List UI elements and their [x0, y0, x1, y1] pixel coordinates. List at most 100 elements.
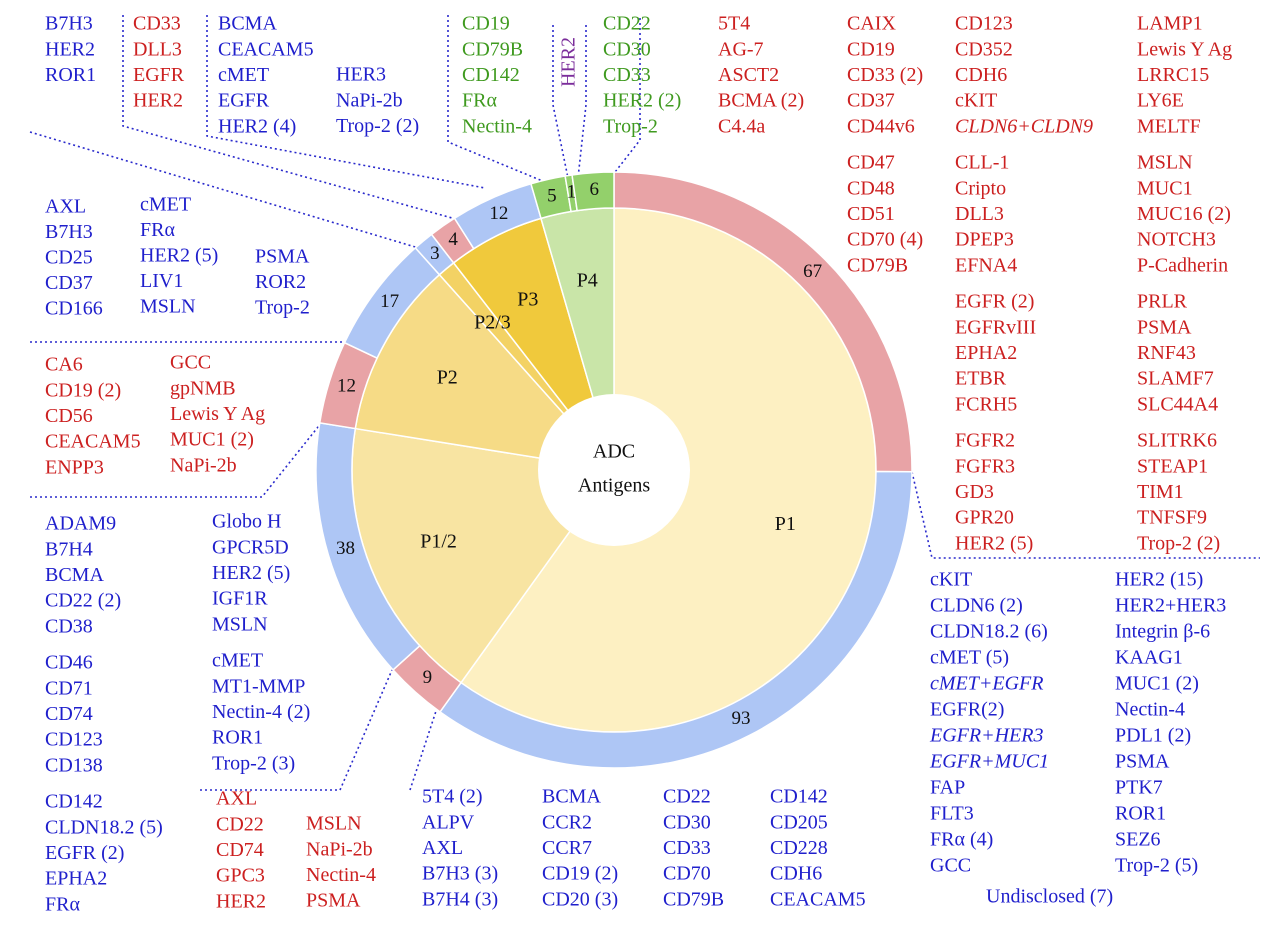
antigen-label: AXL — [216, 788, 257, 810]
group-label: P3 — [517, 288, 538, 310]
antigen-label: CLDN6+CLDN9 — [955, 115, 1093, 137]
segment-value: 12 — [337, 376, 356, 397]
antigen-label: CD19 (2) — [542, 863, 618, 885]
antigen-label: SLC44A4 — [1137, 393, 1218, 415]
antigen-label: CD74 — [45, 703, 93, 725]
antigen-label: CD79B — [663, 888, 724, 910]
antigen-label: cMET (5) — [930, 647, 1009, 669]
antigen-label: EGFRvIII — [955, 316, 1036, 338]
leader-line — [611, 18, 641, 177]
antigen-label: ETBR — [955, 368, 1007, 390]
antigen-label: PSMA — [255, 246, 310, 268]
antigen-label: EGFR(2) — [930, 699, 1004, 721]
antigen-label: ENPP3 — [45, 456, 104, 478]
antigen-label: CD20 (3) — [542, 888, 618, 910]
labels: 67 93 P1 9 38 P1/2 12 17 P2 3 P2/3 4 12 P3 5 1 6 P4 ADC Ant… — [336, 179, 822, 729]
antigen-label: cKIT — [955, 90, 997, 112]
outer-segment — [571, 171, 615, 212]
antigen-label: MELTF — [1137, 115, 1201, 137]
antigen-label: CCR2 — [542, 811, 592, 833]
antigen-label: BCMA — [45, 564, 104, 586]
outer-ring — [315, 171, 913, 769]
antigen-label: CD70 — [663, 863, 711, 885]
antigen-label: Nectin-4 — [1115, 699, 1185, 721]
antigen-label: CD33 — [603, 64, 651, 86]
antigen-label: CD51 — [847, 203, 895, 225]
antigen-label: CD56 — [45, 405, 93, 427]
antigen-label: PSMA — [306, 890, 361, 912]
antigen-lists: 5T4 AG-7 ASCT2 BCMA (2) C4.4a CAIX CD19 CD33 (2… — [45, 13, 1232, 916]
antigen-label: CD205 — [770, 811, 828, 833]
antigen-label: B7H4 — [45, 538, 93, 560]
antigen-label: CD228 — [770, 837, 828, 859]
antigen-label: ROR1 — [1115, 803, 1166, 825]
antigen-label: 5T4 (2) — [422, 786, 483, 808]
group-label: P1 — [775, 513, 796, 535]
antigen-label: CD48 — [847, 177, 895, 199]
antigen-label: CD33 (2) — [847, 64, 923, 86]
leader-line — [200, 669, 393, 791]
antigen-label: CD30 — [663, 811, 711, 833]
antigen-label: gpNMB — [170, 377, 236, 399]
antigen-label: SLAMF7 — [1137, 368, 1214, 390]
antigen-label: GCC — [170, 352, 211, 374]
leader-line — [30, 421, 323, 498]
antigen-label: Trop-2 (5) — [1115, 855, 1198, 877]
antigen-label: LAMP1 — [1137, 13, 1203, 35]
antigen-label: Nectin-4 (2) — [212, 701, 310, 723]
leader-line — [122, 15, 453, 219]
antigen-label: ALPV — [422, 811, 475, 833]
antigen-label: HER2 (5) — [955, 532, 1033, 554]
antigen-label: EPHA2 — [45, 868, 107, 890]
antigen-label: CD22 — [603, 13, 651, 35]
antigen-label: FRα — [462, 90, 497, 112]
antigen-label: ASCT2 — [718, 64, 779, 86]
antigen-label: Trop-2 (2) — [1137, 532, 1220, 554]
antigen-label: MUC16 (2) — [1137, 203, 1231, 225]
antigen-label: CD166 — [45, 298, 103, 320]
leader-line — [577, 25, 587, 179]
antigen-label: Trop-2 — [603, 115, 658, 137]
antigen-label: B7H4 (3) — [422, 888, 498, 910]
antigen-label: B7H3 — [45, 13, 93, 35]
antigen-label: CLDN18.2 (5) — [45, 816, 163, 838]
antigen-label: cKIT — [930, 569, 972, 591]
antigen-label: LY6E — [1137, 90, 1184, 112]
segment-value: 4 — [448, 229, 458, 250]
antigen-label: HER2 — [216, 890, 266, 912]
antigen-label: CD37 — [45, 272, 93, 294]
antigen-label: C4.4a — [718, 115, 765, 137]
antigen-label: CD138 — [45, 754, 103, 776]
antigen-label: NOTCH3 — [1137, 229, 1216, 251]
center-label: ADC — [593, 441, 635, 463]
antigen-label: MSLN — [1137, 152, 1193, 174]
antigen-label: 5T4 — [718, 13, 750, 35]
antigen-label: FLT3 — [930, 803, 974, 825]
antigen-label: LIV1 — [140, 270, 183, 292]
antigen-label: EGFR+MUC1 — [929, 751, 1049, 773]
antigen-label: MSLN — [306, 813, 362, 835]
antigen-label: AXL — [45, 196, 86, 218]
antigen-label: CD33 — [133, 13, 181, 35]
group-label: P4 — [577, 269, 598, 291]
antigen-label: Globo H — [212, 511, 281, 533]
antigen-label: BCMA — [542, 786, 601, 808]
antigen-label: ROR1 — [45, 64, 96, 86]
antigen-label: GPC3 — [216, 865, 265, 887]
antigen-label: ADAM9 — [45, 513, 116, 535]
antigen-label: Trop-2 — [255, 297, 310, 319]
antigen-label: PRLR — [1137, 291, 1188, 313]
group-label: P2 — [437, 366, 458, 388]
antigen-label: AXL — [422, 837, 463, 859]
antigen-label: HER2 — [133, 90, 183, 112]
antigen-label: GCC — [930, 855, 971, 877]
leader-line — [447, 15, 546, 183]
antigen-label: CD352 — [955, 38, 1013, 60]
antigen-label: CD70 (4) — [847, 229, 923, 251]
antigen-label: CAIX — [847, 13, 896, 35]
antigen-label: DPEP3 — [955, 229, 1014, 251]
segment-value: 6 — [589, 179, 599, 200]
antigen-label: CD142 — [462, 64, 520, 86]
antigen-label: CD46 — [45, 652, 93, 674]
